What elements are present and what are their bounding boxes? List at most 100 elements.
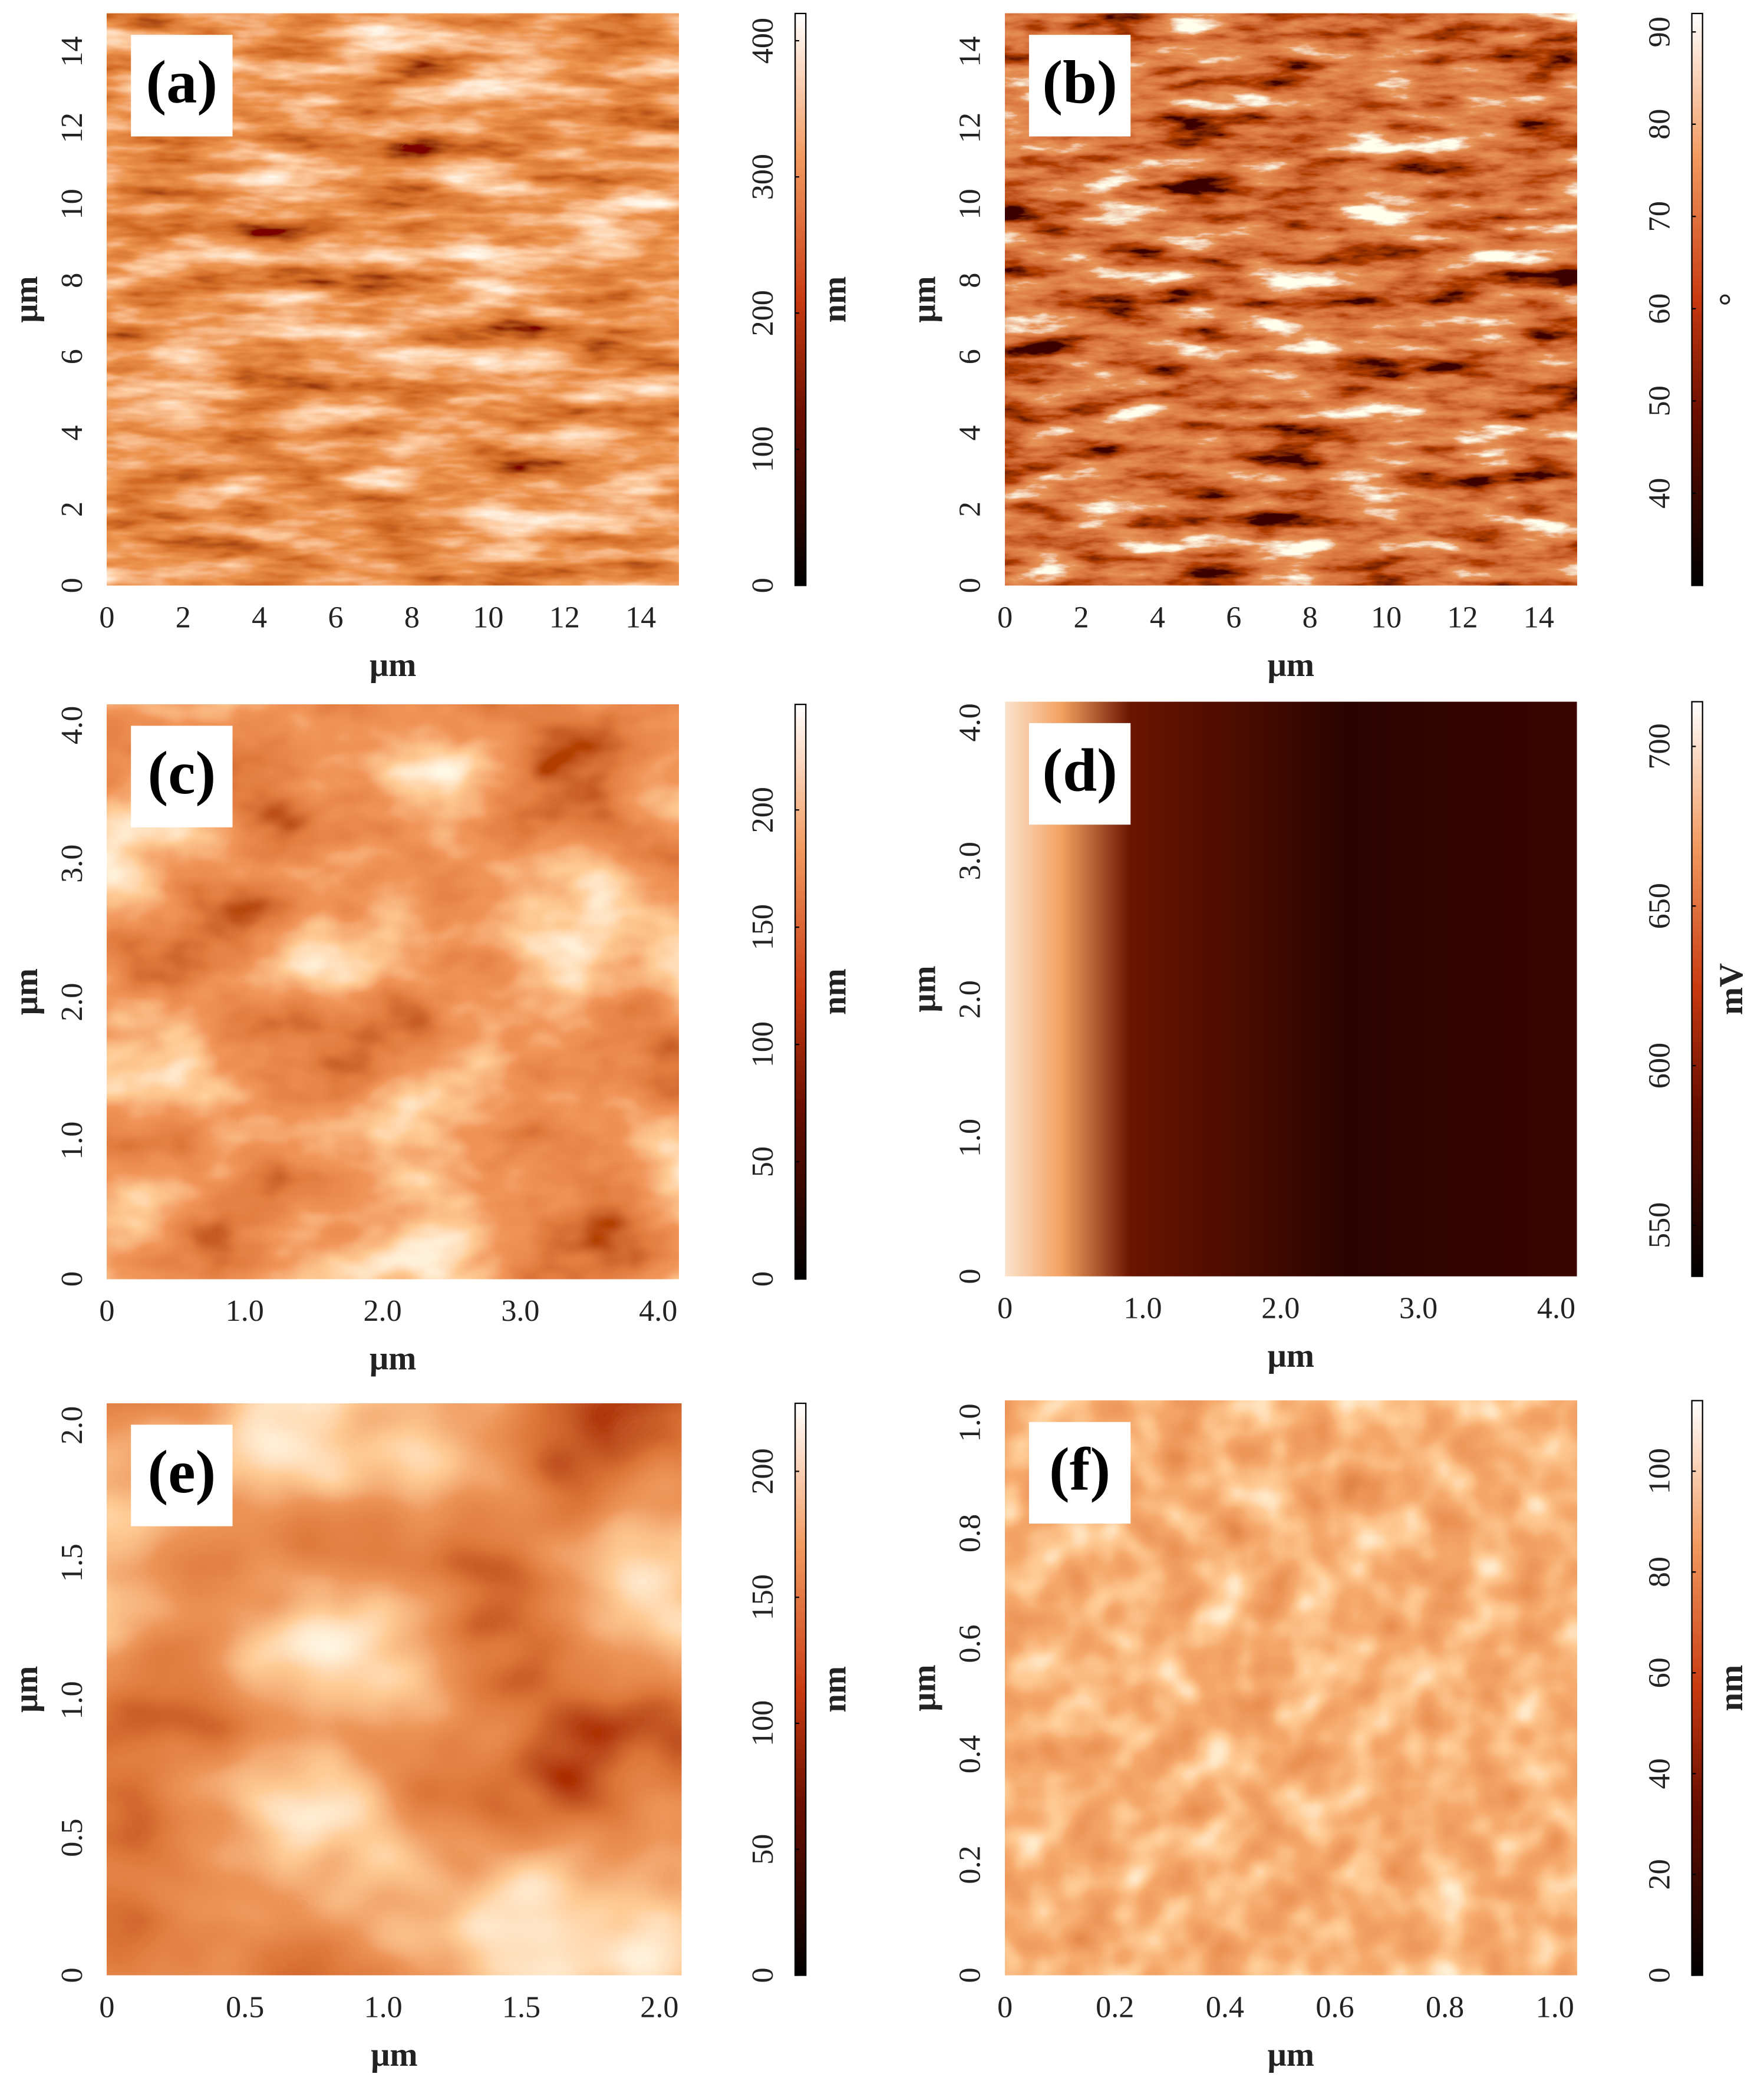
colorbar-tick-label: 0: [746, 1967, 780, 1983]
x-tick-label: 0: [99, 1990, 114, 2024]
panel-label-box: [1028, 1422, 1131, 1524]
y-tick-label: 0.2: [954, 1845, 987, 1884]
x-tick-label: 12: [549, 601, 580, 634]
x-tick-label: 2: [1073, 601, 1089, 634]
panel-label: (c): [147, 738, 216, 807]
colorbar-tick-label: 300: [746, 154, 780, 200]
x-tick-label: 0.8: [1426, 1990, 1464, 2024]
colorbar-tick-label: 50: [1643, 385, 1677, 416]
x-tick-label: 0: [99, 1294, 114, 1328]
y-tick-label: 2: [55, 502, 89, 517]
x-axis-label: μm: [1268, 647, 1314, 684]
x-tick-label: 0.6: [1315, 1990, 1354, 2024]
x-tick-label: 0: [997, 601, 1013, 634]
colorbar-tick-label: 400: [746, 18, 780, 64]
colorbar-tick-label: 700: [1643, 723, 1677, 769]
colorbar-label: nm: [816, 968, 853, 1015]
colorbar-tick-label: 50: [746, 1834, 780, 1865]
x-axis-label: μm: [371, 2036, 417, 2073]
y-axis-label: μm: [8, 276, 45, 322]
y-tick-label: 12: [954, 113, 987, 143]
y-tick-label: 1.0: [55, 1681, 89, 1719]
x-tick-label: 0: [997, 1990, 1013, 2024]
colorbar-tick-label: 200: [746, 787, 780, 833]
x-tick-label: 0.4: [1206, 1990, 1244, 2024]
panel-label-box: [131, 1425, 233, 1526]
x-tick-label: 3.0: [1399, 1292, 1437, 1326]
y-axis-label: μm: [906, 276, 943, 322]
x-tick-label: 0.5: [226, 1990, 264, 2024]
x-axis-label: μm: [1268, 2036, 1314, 2073]
y-tick-label: 1.0: [55, 1122, 89, 1160]
colorbar-tick-label: 100: [746, 1021, 780, 1067]
colorbar-tick-label: 0: [1643, 1967, 1677, 1983]
x-tick-label: 4: [252, 601, 267, 634]
x-tick-label: 1.0: [1536, 1990, 1574, 2024]
y-tick-label: 10: [55, 189, 89, 219]
panel-label: (f): [1049, 1435, 1110, 1503]
y-tick-label: 12: [55, 113, 89, 143]
x-tick-label: 4: [1150, 601, 1165, 634]
y-tick-label: 0: [954, 1269, 987, 1284]
y-tick-label: 6: [55, 349, 89, 364]
colorbar-label: mV: [1713, 963, 1750, 1015]
panel-label-box: [131, 726, 233, 827]
colorbar-tick-label: 650: [1643, 883, 1677, 929]
x-tick-label: 4.0: [1537, 1292, 1575, 1326]
y-tick-label: 8: [954, 273, 987, 288]
y-tick-label: 0.6: [954, 1624, 987, 1663]
y-tick-label: 1.0: [954, 1403, 987, 1442]
colorbar-tick-label: 600: [1643, 1043, 1677, 1089]
colorbar-tick-label: 20: [1643, 1859, 1677, 1890]
x-tick-label: 0: [99, 601, 114, 634]
x-tick-label: 1.0: [364, 1990, 403, 2024]
x-tick-label: 0: [997, 1292, 1013, 1326]
colorbar-label: nm: [816, 276, 853, 323]
panel-label: (d): [1042, 736, 1117, 804]
y-tick-label: 14: [954, 37, 987, 67]
x-axis-label: μm: [1268, 1337, 1314, 1374]
colorbar-tick-label: 200: [746, 1448, 780, 1494]
y-tick-label: 0.8: [954, 1514, 987, 1552]
panel-label: (e): [147, 1437, 216, 1506]
colorbar-label: nm: [816, 1666, 853, 1713]
x-tick-label: 2.0: [640, 1990, 678, 2024]
x-tick-label: 12: [1447, 601, 1478, 634]
colorbar-tick-label: 150: [746, 904, 780, 950]
colorbar: [1691, 12, 1703, 586]
panel-label-box: [131, 35, 233, 137]
y-tick-label: 4: [55, 426, 89, 441]
colorbar-tick-label: 60: [1643, 1657, 1677, 1688]
x-tick-label: 14: [625, 601, 656, 634]
x-tick-label: 2.0: [1261, 1292, 1300, 1326]
x-tick-label: 1.5: [502, 1990, 540, 2024]
x-tick-label: 2.0: [363, 1294, 401, 1328]
y-tick-label: 10: [954, 189, 987, 219]
colorbar-tick-label: 550: [1643, 1202, 1677, 1248]
colorbar-tick-label: 200: [746, 290, 780, 336]
x-tick-label: 1.0: [1123, 1292, 1162, 1326]
x-axis-label: μm: [370, 1340, 416, 1377]
y-axis-label: μm: [906, 1664, 943, 1711]
colorbar-tick-label: 60: [1643, 294, 1677, 324]
colorbar-tick-label: 40: [1643, 1758, 1677, 1789]
y-tick-label: 6: [954, 349, 987, 364]
colorbar-tick-label: 70: [1643, 201, 1677, 232]
x-tick-label: 10: [1371, 601, 1402, 634]
y-tick-label: 8: [55, 273, 89, 288]
colorbar: [1691, 1400, 1703, 1976]
y-tick-label: 1.5: [55, 1544, 89, 1582]
x-tick-label: 3.0: [501, 1294, 539, 1328]
x-tick-label: 8: [1303, 601, 1318, 634]
colorbar-tick-label: 100: [746, 1700, 780, 1746]
colorbar-tick-label: 0: [746, 1271, 780, 1287]
y-tick-label: 3.0: [954, 842, 987, 880]
x-tick-label: 6: [328, 601, 344, 634]
colorbar-label: °: [1713, 293, 1750, 306]
panel-label: (a): [146, 48, 218, 116]
y-tick-label: 2.0: [55, 983, 89, 1021]
x-tick-label: 14: [1524, 601, 1554, 634]
colorbar-tick-label: 0: [746, 578, 780, 593]
